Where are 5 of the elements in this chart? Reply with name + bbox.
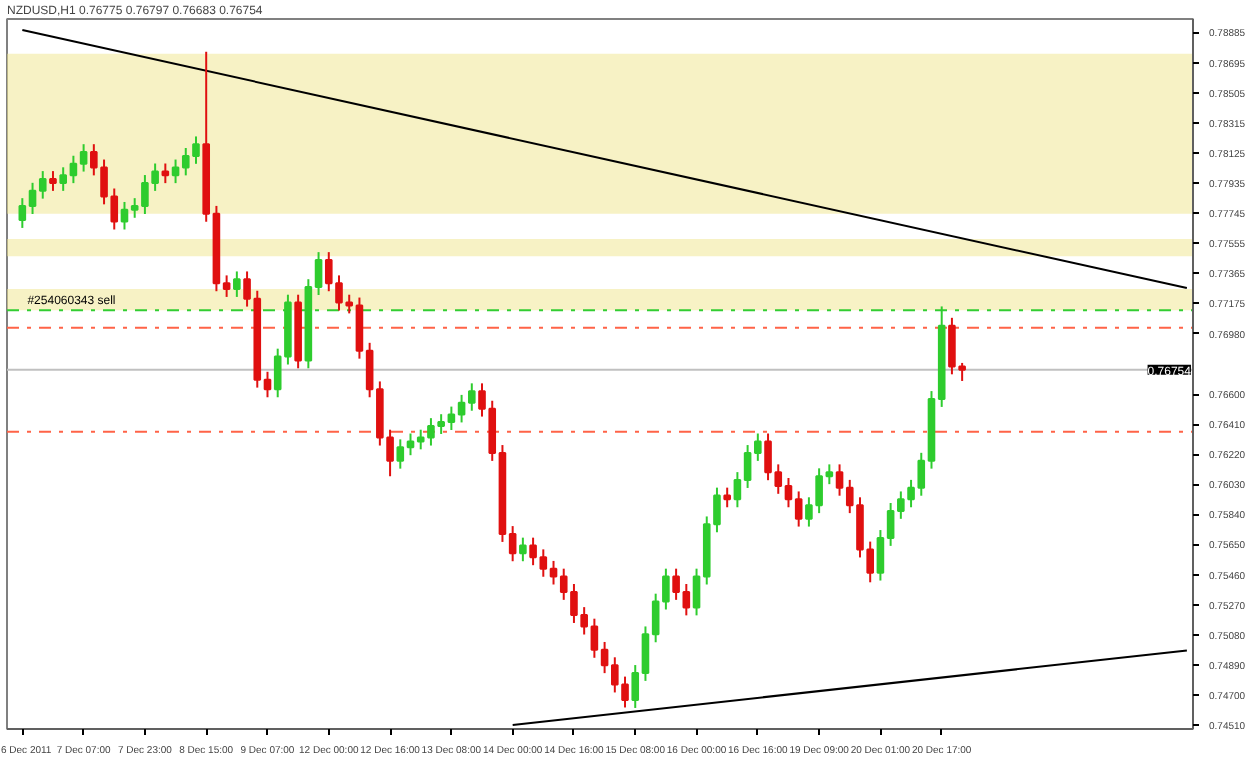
candlestick bbox=[233, 270, 241, 298]
candlestick bbox=[723, 486, 731, 509]
candlestick bbox=[519, 536, 527, 563]
candlestick bbox=[49, 170, 57, 192]
candlestick bbox=[161, 162, 170, 185]
